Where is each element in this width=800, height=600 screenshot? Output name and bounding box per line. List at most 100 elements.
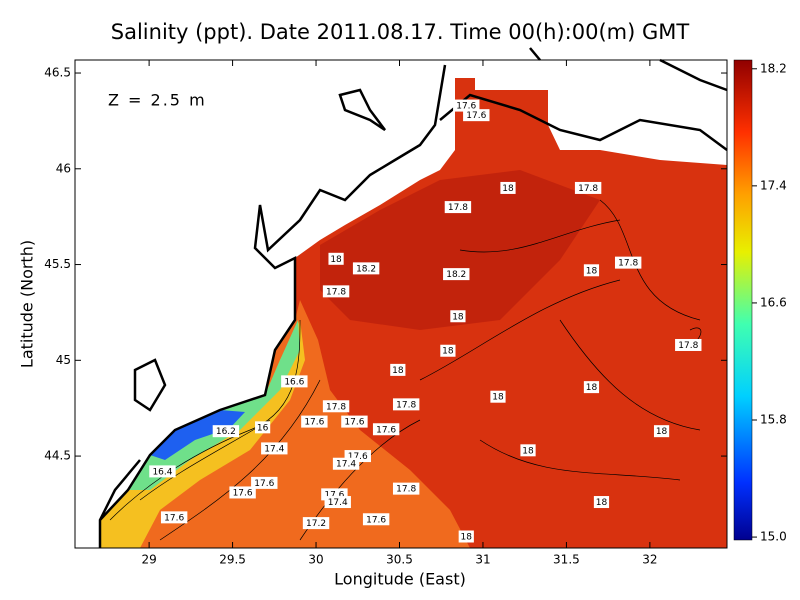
contour-label: 17.8: [448, 203, 468, 213]
contour-label-box: [520, 444, 536, 457]
contour-label: 16.4: [152, 467, 172, 477]
y-tick-label: 46: [56, 161, 71, 175]
contour-label: 17.8: [578, 184, 598, 194]
y-tick-label: 45.5: [44, 257, 71, 271]
contour-label-box: [328, 252, 344, 265]
x-tick-label: 30: [308, 553, 323, 567]
contour-label: 18: [452, 312, 464, 322]
contour-label: 17.8: [678, 341, 698, 351]
contour-label-box: [453, 99, 480, 112]
contour-label-box: [490, 390, 506, 403]
contour-label-box: [324, 496, 351, 509]
contour-label-box: [593, 496, 610, 509]
x-tick-label: 30.5: [386, 553, 413, 567]
contour-label-box: [229, 486, 256, 499]
contour-label: 17.8: [326, 402, 346, 412]
contour-label: 18: [392, 366, 404, 376]
contour-label: 17.6: [376, 425, 396, 435]
contour-label: 16.2: [216, 427, 236, 437]
colorbar-tick-label: 15.0: [760, 530, 787, 544]
contour-label-box: [372, 423, 400, 436]
contour-label: 18: [586, 383, 598, 393]
map-title: Salinity (ppt). Date 2011.08.17. Time 00…: [111, 20, 690, 44]
contour-label: 17.6: [304, 418, 324, 428]
y-tick-label: 46.5: [44, 66, 71, 80]
contour-label-box: [458, 530, 474, 543]
contour-label-box: [301, 415, 328, 428]
contour-label: 18: [492, 393, 504, 403]
contour-label: 16.6: [284, 377, 304, 387]
contour-label: 17.8: [618, 259, 638, 269]
x-tick-label: 31: [475, 553, 490, 567]
x-axis-label: Longitude (East): [334, 570, 466, 589]
plot-frame: [74, 59, 728, 549]
y-tick-label: 45: [56, 353, 71, 367]
colorbar-tick-label: 16.6: [760, 295, 787, 309]
x-tick-label: 29: [141, 553, 156, 567]
contour-label: 17.6: [164, 513, 184, 523]
contour-label: 16: [257, 423, 269, 433]
contour-label-box: [443, 268, 470, 281]
contour-label-box: [352, 262, 380, 275]
contour-label: 18: [461, 533, 473, 543]
contour-label: 17.8: [396, 400, 416, 410]
coastline: [98, 47, 728, 548]
colorbar-tick-label: 15.8: [760, 413, 787, 427]
contour-label-box: [322, 285, 350, 298]
contour-label-box: [160, 511, 188, 524]
contour-label: 17.6: [348, 452, 368, 462]
colorbar: [733, 59, 753, 541]
contour-label-box: [341, 415, 368, 428]
contour-label-box: [653, 425, 670, 438]
contour-label-box: [390, 363, 406, 376]
x-tick-label: 29.5: [219, 553, 246, 567]
contour-label-box: [302, 517, 330, 530]
contour-label: 17.6: [254, 479, 274, 489]
contour-label: 17.6: [233, 488, 253, 498]
x-tick-label: 31.5: [553, 553, 580, 567]
contour-label: 17.4: [328, 498, 348, 508]
contour-label-box: [614, 256, 642, 269]
contour-label-box: [444, 201, 472, 214]
contour-label: 18.2: [446, 270, 466, 280]
contour-label: 17.4: [336, 460, 356, 470]
y-axis-label: Latitude (North): [18, 240, 37, 368]
contour-label-box: [440, 344, 456, 357]
blue-field: [150, 410, 245, 460]
contour-label-box: [362, 513, 390, 526]
contour-label-box: [212, 425, 240, 438]
contour-label: 17.8: [396, 485, 416, 495]
contour-label: 18: [330, 255, 342, 265]
contour-label-box: [463, 109, 490, 122]
contour-label-box: [255, 421, 271, 434]
contour-label: 17.8: [326, 287, 346, 297]
contour-label-box: [500, 181, 516, 194]
contour-label-box: [583, 381, 600, 394]
contour-label-box: [574, 181, 602, 194]
contour-label-box: [261, 442, 288, 455]
contour-label-box: [332, 457, 360, 470]
contour-label-box: [281, 375, 308, 388]
contour-label: 18: [586, 266, 598, 276]
contour-label-box: [675, 338, 702, 351]
contour-label: 18: [596, 498, 608, 508]
contour-label: 17.6: [366, 515, 386, 525]
x-tick-label: 32: [642, 553, 657, 567]
contour-label: 17.4: [264, 444, 284, 454]
contour-label: 18: [502, 184, 514, 194]
contour-label: 18: [442, 347, 454, 357]
contour-label: 17.2: [306, 519, 326, 529]
contour-label: 17.6: [324, 490, 344, 500]
contour-label-box: [450, 310, 466, 323]
contour-label: 17.6: [344, 418, 364, 428]
y-tick-label: 44.5: [44, 449, 71, 463]
contour-label: 18: [522, 446, 534, 456]
contour-label: 17.6: [456, 102, 476, 112]
colorbar-tick-label: 18.2: [760, 61, 787, 75]
contour-label-box: [251, 476, 278, 489]
contour-label-box: [583, 264, 600, 277]
depth-annotation: Z = 2.5 m: [108, 91, 207, 110]
contour-label: 18.2: [356, 264, 376, 274]
